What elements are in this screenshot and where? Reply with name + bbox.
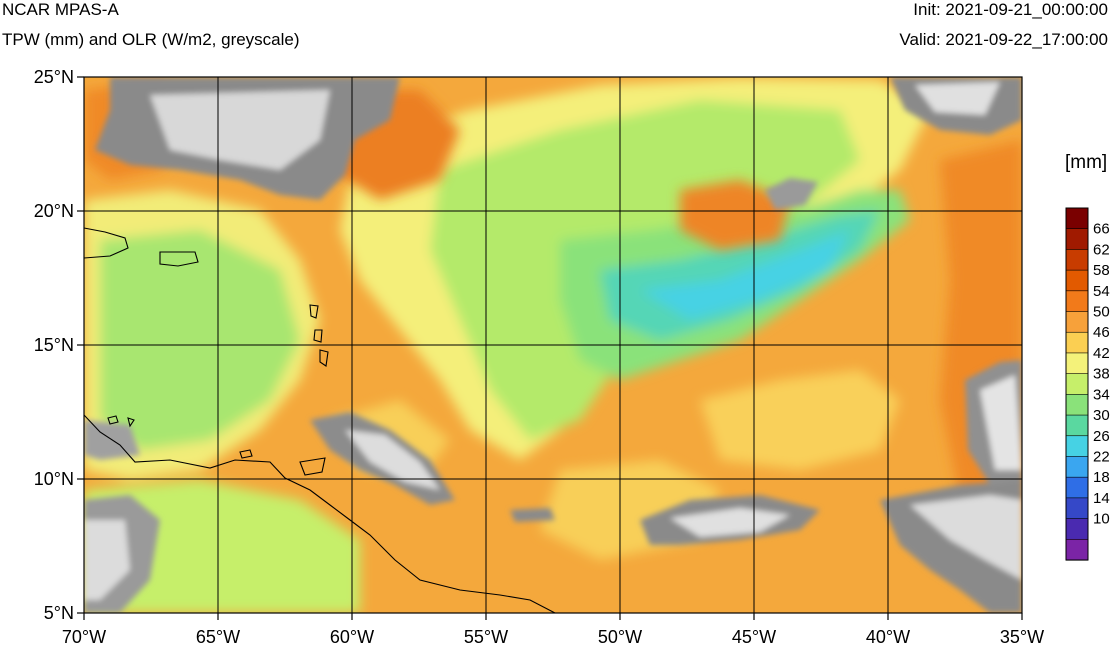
lon-tick-label: 45°W	[732, 627, 776, 647]
lat-tick-label: 20°N	[34, 201, 74, 221]
lon-tick-label: 50°W	[598, 627, 642, 647]
colorbar-level-label: 46	[1093, 324, 1110, 341]
init-time: Init: 2021-09-21_00:00:00	[913, 0, 1108, 19]
colorbar-swatch	[1065, 269, 1089, 292]
colorbar-swatch	[1065, 497, 1089, 520]
colorbar-swatch	[1065, 435, 1089, 458]
colorbar-swatch	[1065, 311, 1089, 333]
colorbar-swatch	[1065, 290, 1089, 313]
colorbar-labels: 66 62 58 54 50 46 42 38 34 30 26 22 18 14 10	[1093, 221, 1110, 528]
lat-tick-label: 25°N	[34, 67, 74, 87]
colorbar-swatch	[1065, 394, 1089, 416]
colorbar-swatch	[1065, 352, 1089, 375]
colorbar-swatch	[1065, 228, 1089, 251]
lat-tick-label: 10°N	[34, 469, 74, 489]
colorbar	[1065, 207, 1089, 561]
map-subtitle: TPW (mm) and OLR (W/m2, greyscale)	[2, 30, 300, 49]
colorbar-swatch	[1065, 414, 1089, 437]
colorbar-swatch	[1065, 456, 1089, 478]
colorbar-frame	[1065, 207, 1089, 561]
colorbar-swatch	[1065, 518, 1089, 540]
colorbar-swatch	[1065, 373, 1089, 395]
colorbar-level-label: 26	[1093, 428, 1110, 445]
lat-tick-label: 5°N	[44, 603, 74, 623]
map-title: NCAR MPAS-A	[2, 0, 119, 19]
colorbar-units: [mm]	[1065, 152, 1108, 173]
colorbar-level-label: 50	[1093, 304, 1110, 321]
lat-tick-label: 15°N	[34, 335, 74, 355]
lon-tick-label: 65°W	[196, 627, 240, 647]
colorbar-level-label: 38	[1093, 366, 1110, 383]
colorbar-swatch	[1065, 538, 1089, 561]
colorbar-level-label: 18	[1093, 469, 1110, 486]
lat-tick-labels: 25°N 20°N 15°N 10°N 5°N	[34, 67, 74, 623]
colorbar-level-label: 62	[1093, 241, 1110, 258]
colorbar-level-label: 30	[1093, 407, 1110, 424]
colorbar-level-label: 22	[1093, 448, 1110, 465]
valid-time: Valid: 2021-09-22_17:00:00	[899, 30, 1108, 49]
graticule	[84, 77, 1022, 613]
colorbar-level-label: 54	[1093, 283, 1110, 300]
lon-tick-label: 40°W	[866, 627, 910, 647]
colorbar-swatch	[1065, 476, 1089, 499]
lon-tick-label: 60°W	[330, 627, 374, 647]
colorbar-swatch	[1065, 331, 1089, 354]
tpw-field	[84, 77, 1022, 613]
coastlines	[84, 227, 556, 613]
colorbar-swatch	[1065, 207, 1089, 230]
colorbar-level-label: 42	[1093, 345, 1110, 362]
colorbar-level-label: 58	[1093, 262, 1110, 279]
colorbar-level-label: 14	[1093, 490, 1110, 507]
lon-tick-label: 70°W	[62, 627, 106, 647]
lon-tick-label: 55°W	[464, 627, 508, 647]
colorbar-swatch	[1065, 249, 1089, 271]
tick-marks	[77, 76, 1023, 620]
colorbar-level-label: 66	[1093, 221, 1110, 238]
colorbar-level-label: 34	[1093, 386, 1110, 403]
lon-tick-label: 35°W	[1000, 627, 1044, 647]
lon-tick-labels: 70°W 65°W 60°W 55°W 50°W 45°W 40°W 35°W	[62, 627, 1044, 647]
colorbar-level-label: 10	[1093, 511, 1110, 528]
